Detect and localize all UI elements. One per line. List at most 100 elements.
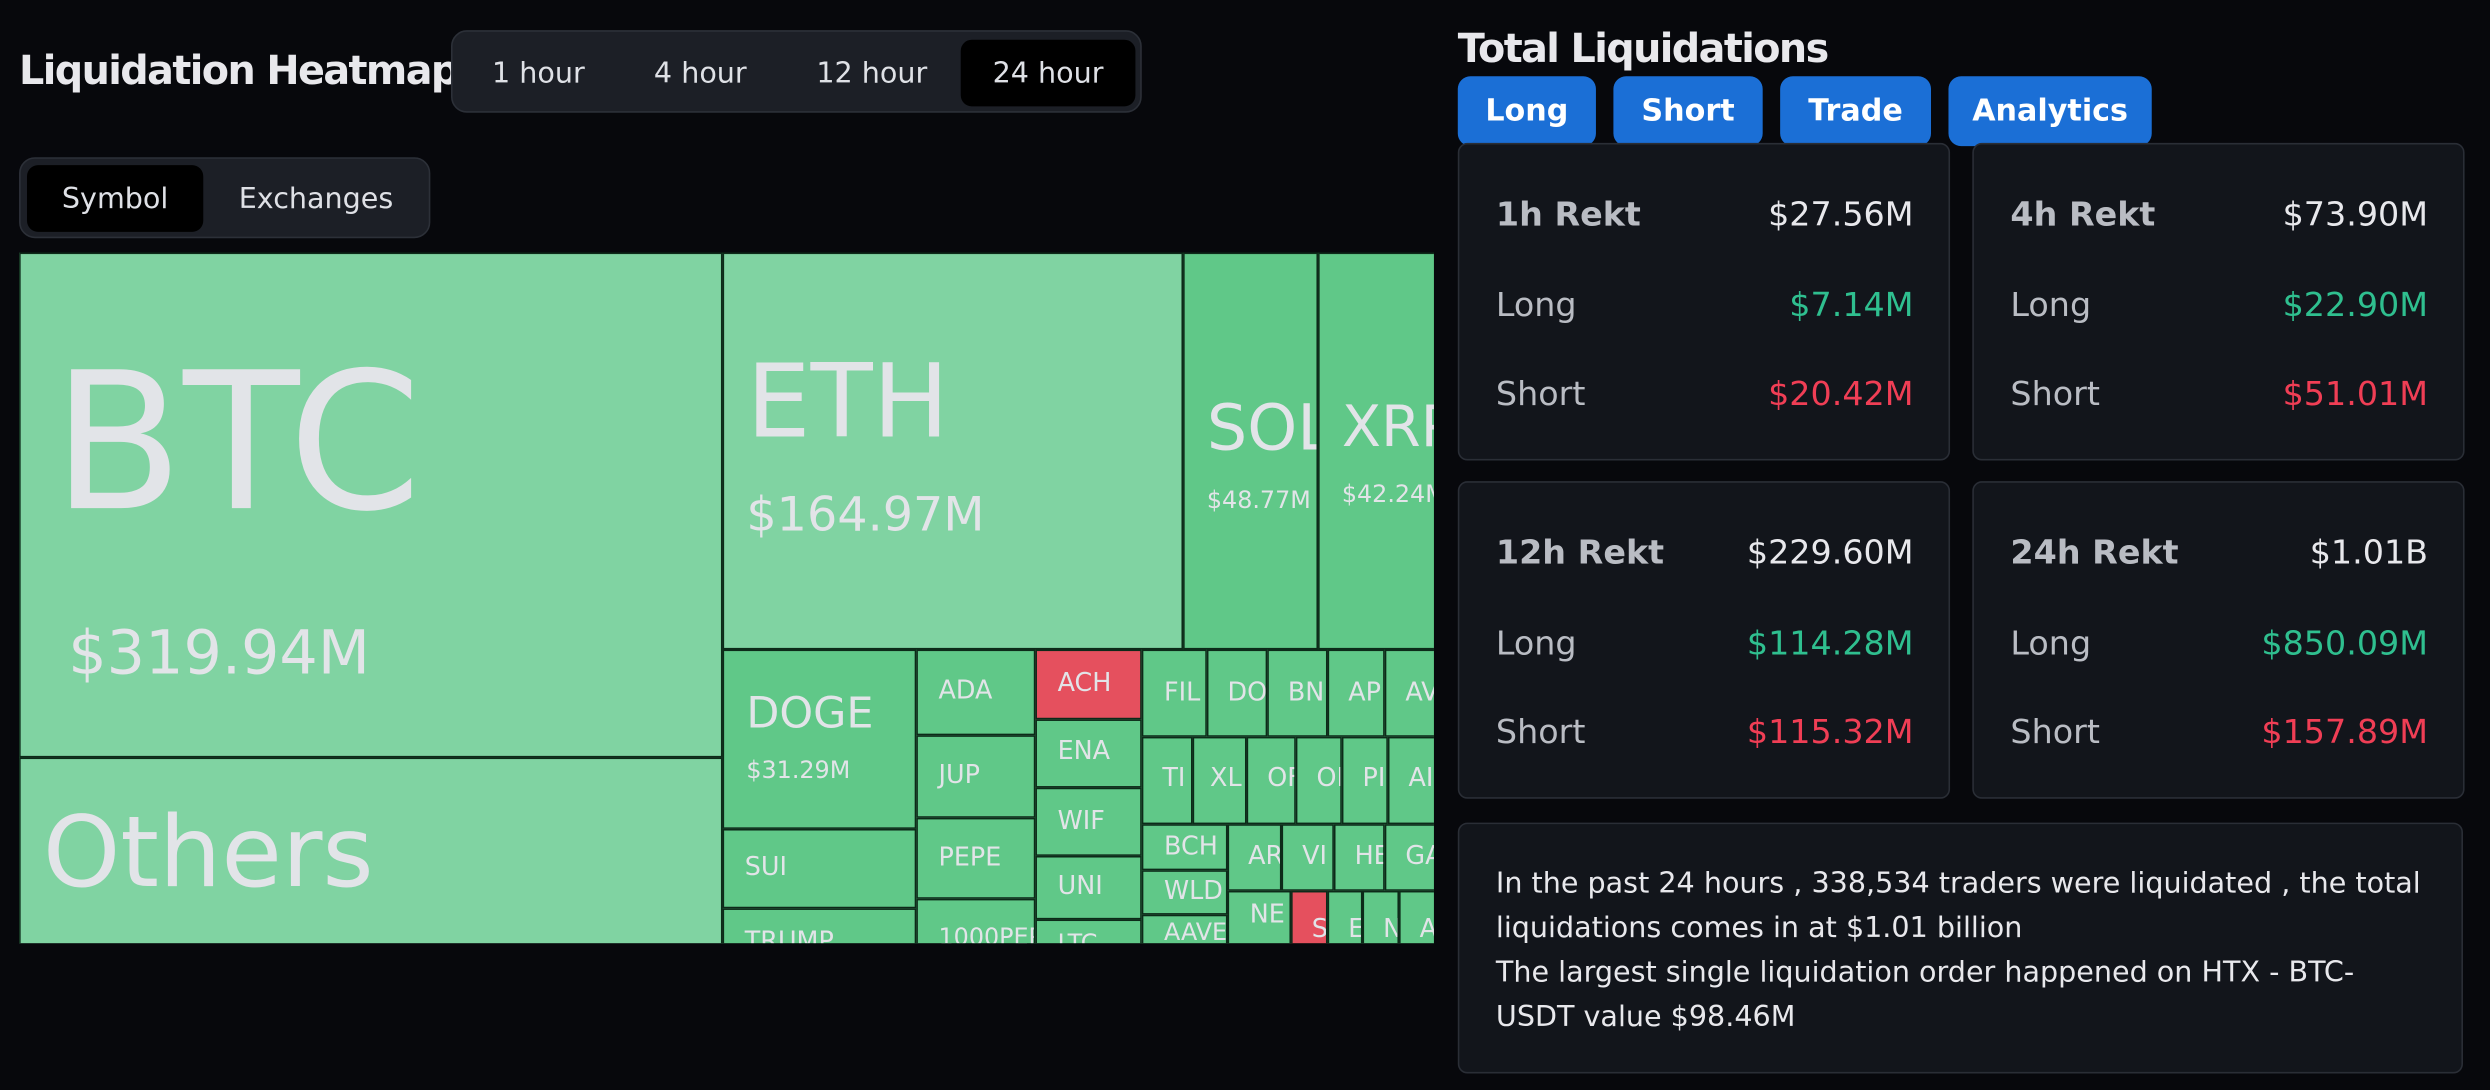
short-label: Short bbox=[1495, 374, 1586, 413]
tile[interactable]: DO bbox=[1206, 649, 1268, 737]
tile-label: AAVE bbox=[1164, 917, 1228, 944]
tile[interactable]: PEPE bbox=[916, 817, 1036, 899]
tile-label: GA bbox=[1405, 840, 1434, 871]
tile[interactable]: BN bbox=[1267, 649, 1328, 737]
tile[interactable]: ETH $164.97M bbox=[722, 252, 1184, 650]
summary-line: In the past 24 hours , 338,534 traders w… bbox=[1495, 867, 2421, 945]
time-tab[interactable]: 24 hour bbox=[960, 39, 1136, 107]
tile[interactable]: GA bbox=[1384, 824, 1434, 891]
short-button[interactable]: Short bbox=[1613, 76, 1763, 147]
tile[interactable]: AR bbox=[1227, 824, 1282, 891]
tile-label: ACH bbox=[1057, 666, 1112, 698]
tile-label: SUI bbox=[744, 851, 788, 882]
tile-label: A bbox=[1420, 915, 1434, 941]
tile[interactable]: XRP $42.24M bbox=[1318, 252, 1434, 650]
view-tabs: Symbol Exchanges bbox=[19, 157, 431, 239]
tile-label: DOGE bbox=[746, 689, 874, 739]
tile[interactable]: SUI bbox=[722, 828, 917, 909]
long-value: $7.14M bbox=[1789, 285, 1914, 324]
time-tab[interactable]: 12 hour bbox=[816, 56, 928, 90]
rekt-card: 12h Rekt $229.60M Long $114.28M Short $115.32… bbox=[1457, 481, 1951, 799]
long-value: $850.09M bbox=[2261, 624, 2429, 663]
tile[interactable]: FIL bbox=[1141, 649, 1207, 737]
tile-label: UNI bbox=[1057, 870, 1103, 901]
view-tab[interactable]: Symbol bbox=[26, 165, 204, 232]
tile[interactable]: HE bbox=[1333, 824, 1385, 891]
tile-label: XL bbox=[1210, 762, 1242, 793]
tile[interactable]: OF bbox=[1246, 736, 1296, 825]
tile[interactable]: ENA bbox=[1035, 719, 1142, 788]
tile[interactable]: AI bbox=[1387, 736, 1434, 825]
tile-label: S bbox=[1311, 913, 1328, 944]
rekt-card: 1h Rekt $27.56M Long $7.14M Short $20.42M bbox=[1457, 142, 1951, 461]
card-title: 4h Rekt bbox=[2010, 195, 2156, 234]
tile[interactable]: Others bbox=[19, 757, 723, 944]
analytics-button[interactable]: Analytics bbox=[1948, 76, 2152, 147]
card-row: Short $115.32M bbox=[1496, 713, 1914, 751]
tile[interactable]: A bbox=[1399, 890, 1434, 944]
tile[interactable]: OI bbox=[1295, 736, 1342, 825]
tile[interactable]: S bbox=[1291, 890, 1328, 944]
tile-label: LTC bbox=[1057, 928, 1098, 944]
tile[interactable]: NE bbox=[1227, 890, 1292, 944]
tile[interactable]: AP bbox=[1327, 649, 1385, 737]
tile[interactable]: N bbox=[1362, 890, 1400, 944]
trade-button[interactable]: Trade bbox=[1780, 76, 1932, 147]
tile-label: OI bbox=[1316, 762, 1342, 793]
tile[interactable]: DOGE $31.29M bbox=[722, 649, 917, 829]
heatmap-title: Liquidation Heatmap bbox=[19, 47, 459, 94]
tile[interactable]: TRUMP bbox=[722, 908, 917, 944]
tile[interactable]: WIF bbox=[1035, 787, 1142, 856]
tile[interactable]: ACH bbox=[1035, 649, 1142, 720]
tile-label: Others bbox=[42, 794, 374, 910]
tile-label: JUP bbox=[938, 759, 980, 790]
tile-value: $42.24M bbox=[1341, 479, 1434, 509]
long-value: $114.28M bbox=[1746, 624, 1914, 663]
tile[interactable]: XL bbox=[1192, 736, 1247, 825]
tile[interactable]: E bbox=[1327, 890, 1363, 944]
tile[interactable]: TI bbox=[1141, 736, 1193, 825]
card-total: $73.90M bbox=[2282, 195, 2429, 234]
tile[interactable]: WLD bbox=[1141, 870, 1228, 915]
time-tab[interactable]: 1 hour bbox=[491, 56, 585, 90]
tile-label: NE bbox=[1249, 898, 1285, 929]
long-value: $22.90M bbox=[2282, 285, 2429, 324]
tile[interactable]: UNI bbox=[1035, 855, 1142, 920]
tile-label: E bbox=[1348, 915, 1361, 941]
tile-value: $48.77M bbox=[1206, 485, 1311, 515]
rekt-card: 24h Rekt $1.01B Long $850.09M Short $157.89M bbox=[1972, 481, 2465, 799]
tile[interactable]: PI bbox=[1341, 736, 1388, 825]
card-row: 24h Rekt $1.01B bbox=[2010, 534, 2428, 572]
view-tab[interactable]: Exchanges bbox=[238, 181, 394, 216]
long-button[interactable]: Long bbox=[1457, 76, 1596, 147]
tile[interactable]: JUP bbox=[916, 735, 1036, 818]
tile-label: AI bbox=[1408, 762, 1434, 793]
card-row: Long $850.09M bbox=[2010, 624, 2428, 662]
tile-label: PI bbox=[1362, 762, 1386, 793]
card-title: 1h Rekt bbox=[1495, 195, 1641, 234]
tile[interactable]: VI bbox=[1281, 824, 1334, 891]
short-value: $51.01M bbox=[2282, 374, 2429, 413]
tile-label: AP bbox=[1348, 676, 1381, 707]
time-tab[interactable]: 4 hour bbox=[653, 56, 747, 90]
tile-label: ETH bbox=[746, 344, 950, 463]
tile[interactable]: BTC $319.94M bbox=[19, 252, 723, 758]
tile-label: AV bbox=[1405, 676, 1434, 707]
card-row: Long $114.28M bbox=[1496, 624, 1914, 662]
tile[interactable]: LTC bbox=[1035, 919, 1142, 944]
tile[interactable]: AV bbox=[1384, 649, 1434, 737]
tile[interactable]: SOL $48.77M bbox=[1183, 252, 1319, 650]
tile[interactable]: 1000PEPE bbox=[916, 898, 1036, 944]
tile[interactable]: BCH bbox=[1141, 824, 1228, 871]
tile-label: BN bbox=[1287, 676, 1325, 707]
tile[interactable]: ADA bbox=[916, 649, 1036, 736]
short-label: Short bbox=[1495, 713, 1586, 752]
tile-label: 1000PEPE bbox=[938, 922, 1034, 944]
short-value: $20.42M bbox=[1768, 374, 1914, 413]
tile-label: FIL bbox=[1164, 676, 1201, 707]
tile-label: SOL bbox=[1206, 392, 1317, 466]
tile-label: ADA bbox=[938, 674, 993, 706]
card-row: Short $20.42M bbox=[1496, 375, 1914, 413]
tile[interactable]: AAVE bbox=[1141, 914, 1228, 944]
